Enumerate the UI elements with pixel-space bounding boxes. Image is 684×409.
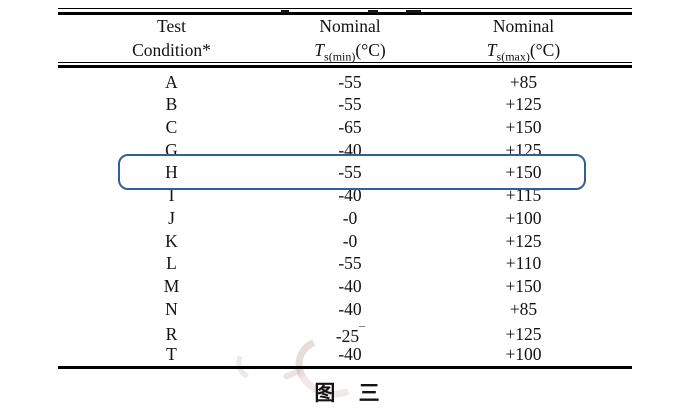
table-top-rule-thick [58, 12, 632, 16]
table-row: T -40 +100 [58, 343, 632, 366]
cell-condition: N [165, 298, 178, 319]
cell-tmax: +110 [505, 253, 542, 274]
cell-tmin: -65 [338, 116, 362, 137]
table-row: K -0 +125 [58, 230, 632, 253]
table-row: I -40 +115 [58, 184, 632, 207]
header-nominal-max: Nominal [492, 16, 555, 36]
cell-tmax: +100 [505, 344, 542, 365]
cell-tmax: +125 [505, 323, 542, 344]
cell-tmax: +150 [505, 162, 542, 183]
t-subscript: s(max) [496, 49, 530, 63]
cell-condition: I [168, 185, 175, 206]
table-header: Test Condition* Nominal Ts(min)(°C) Nomi… [58, 15, 632, 62]
t-symbol: T [314, 39, 325, 60]
cell-tmax: +125 [505, 94, 542, 115]
cell-condition: J [168, 207, 175, 228]
table-row: J -0 +100 [58, 207, 632, 230]
figure-caption: 图 三 [314, 381, 388, 405]
cell-condition: T [166, 344, 177, 365]
cropped-text-remnant [368, 10, 378, 13]
cell-tmin: -40 [338, 298, 362, 319]
cell-tmin-value: -25 [335, 326, 360, 347]
cell-condition: R [165, 323, 178, 344]
highlight-box[interactable] [118, 154, 586, 190]
cell-condition: M [163, 275, 180, 296]
cell-tmax: +150 [505, 116, 542, 137]
cell-tmax: +150 [505, 275, 542, 296]
header-ts-max-symbol: Ts(max)(°C) [415, 39, 632, 63]
table-row: C -65 +150 [58, 116, 632, 139]
cell-tmax: +125 [505, 230, 542, 251]
cell-tmin: -25¯ [285, 320, 415, 348]
t-unit: (°C) [355, 39, 386, 60]
table-row: N -40 +85 [58, 298, 632, 321]
header-ts-min-symbol: Ts(min)(°C) [285, 39, 415, 63]
cell-tmax: +100 [505, 207, 542, 228]
cropped-text-remnant [406, 10, 421, 13]
cell-tmax: +85 [509, 71, 538, 92]
header-ts-min: Nominal Ts(min)(°C) [285, 15, 415, 62]
cell-tmin: -55 [338, 71, 362, 92]
cell-tmin: -55 [338, 94, 362, 115]
table-body: A -55 +85 B -55 +125 C -65 +150 G -40 +1… [58, 71, 632, 366]
cell-tmin: -55 [338, 162, 362, 183]
cell-condition: K [165, 230, 178, 251]
table-bottom-rule [58, 366, 632, 370]
header-test-condition: Test Condition* [58, 15, 285, 62]
table-row: B -55 +125 [58, 93, 632, 116]
header-ts-max: Nominal Ts(max)(°C) [415, 15, 632, 62]
table-row: A -55 +85 [58, 71, 632, 94]
cell-tmax: +85 [509, 298, 538, 319]
tmin-overline-mark: ¯ [359, 324, 365, 339]
t-subscript: s(min) [324, 49, 356, 63]
table-top-rule-thin [58, 8, 632, 10]
cell-tmin: -0 [342, 207, 358, 228]
cell-condition: L [166, 253, 177, 274]
cell-tmin: -55 [338, 253, 362, 274]
cell-tmax: +115 [505, 185, 542, 206]
header-nominal-min: Nominal [319, 16, 381, 36]
cell-tmin: -40 [338, 275, 362, 296]
header-separator-thick [58, 64, 632, 68]
cropped-text-remnant [281, 10, 289, 13]
cell-condition: C [165, 116, 178, 137]
table-row: L -55 +110 [58, 252, 632, 275]
table-row: M -40 +150 [58, 275, 632, 298]
cell-condition: A [165, 71, 178, 92]
table-row: R -25¯ +125 [58, 320, 632, 347]
header-test-line2: Condition* [132, 39, 211, 60]
cell-tmin: -40 [338, 185, 362, 206]
header-separator-thin [58, 62, 632, 64]
header-test-line1: Test [157, 16, 186, 36]
t-symbol: T [486, 39, 497, 60]
cell-condition: H [165, 162, 178, 183]
cell-condition: B [165, 94, 178, 115]
cell-tmin: -0 [342, 230, 358, 251]
t-unit: (°C) [529, 39, 561, 60]
cell-tmin: -40 [338, 344, 362, 365]
table-row-highlighted: H -55 +150 [58, 161, 632, 184]
